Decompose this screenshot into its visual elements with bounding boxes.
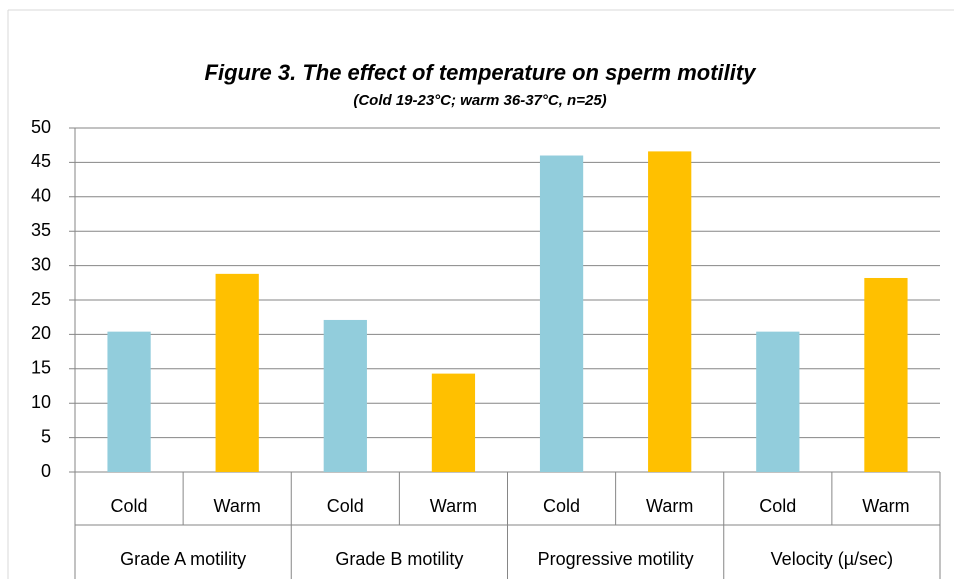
chart-subtitle: (Cold 19-23°C; warm 36-37°C, n=25) xyxy=(353,92,606,109)
y-tick-label: 40 xyxy=(31,186,51,206)
x-tick-label: Cold xyxy=(759,496,796,516)
bar xyxy=(107,331,151,472)
group-label: Progressive motility xyxy=(538,549,694,569)
y-tick-label: 30 xyxy=(31,254,51,274)
x-tick-label: Warm xyxy=(430,496,477,516)
bar xyxy=(431,373,476,472)
y-tick-label: 20 xyxy=(31,323,51,343)
y-tick-label: 35 xyxy=(31,220,51,240)
y-tick-label: 10 xyxy=(31,392,51,412)
y-tick-label: 25 xyxy=(31,289,51,309)
group-label: Velocity (µ/sec) xyxy=(771,549,893,569)
x-tick-label: Cold xyxy=(543,496,580,516)
bar xyxy=(864,277,908,472)
x-tick-label: Warm xyxy=(646,496,693,516)
y-tick-label: 0 xyxy=(41,461,51,481)
y-tick-label: 50 xyxy=(31,117,51,137)
x-tick-label: Cold xyxy=(111,496,148,516)
bar xyxy=(648,151,692,472)
bar xyxy=(323,319,367,472)
x-tick-label: Warm xyxy=(862,496,909,516)
x-tick-label: Cold xyxy=(327,496,364,516)
bar xyxy=(215,273,259,472)
y-tick-label: 45 xyxy=(31,151,51,171)
group-label: Grade B motility xyxy=(335,549,463,569)
y-tick-label: 15 xyxy=(31,358,51,378)
y-tick-label: 5 xyxy=(41,426,51,446)
group-label: Grade A motility xyxy=(120,549,246,569)
x-tick-label: Warm xyxy=(214,496,261,516)
chart-title: Figure 3. The effect of temperature on s… xyxy=(205,60,758,85)
bar xyxy=(539,155,584,472)
bar xyxy=(756,331,800,472)
